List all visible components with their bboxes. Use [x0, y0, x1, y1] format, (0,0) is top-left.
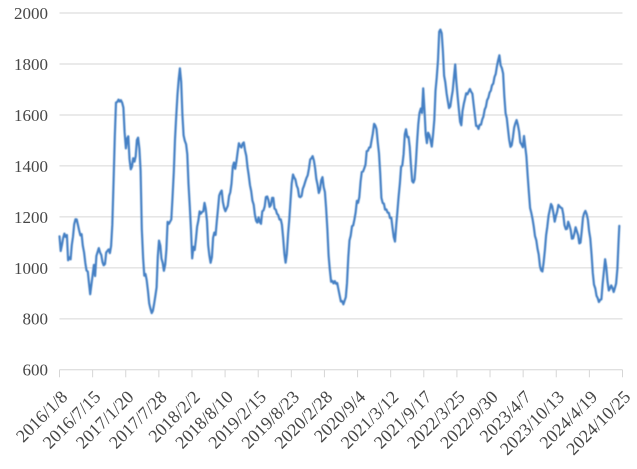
svg-text:800: 800 — [23, 310, 49, 329]
svg-text:600: 600 — [23, 361, 49, 380]
svg-text:1000: 1000 — [14, 259, 48, 278]
svg-text:1400: 1400 — [14, 157, 48, 176]
svg-text:1800: 1800 — [14, 55, 48, 74]
svg-text:1200: 1200 — [14, 208, 48, 227]
svg-text:1600: 1600 — [14, 106, 48, 125]
svg-text:2000: 2000 — [14, 4, 48, 23]
